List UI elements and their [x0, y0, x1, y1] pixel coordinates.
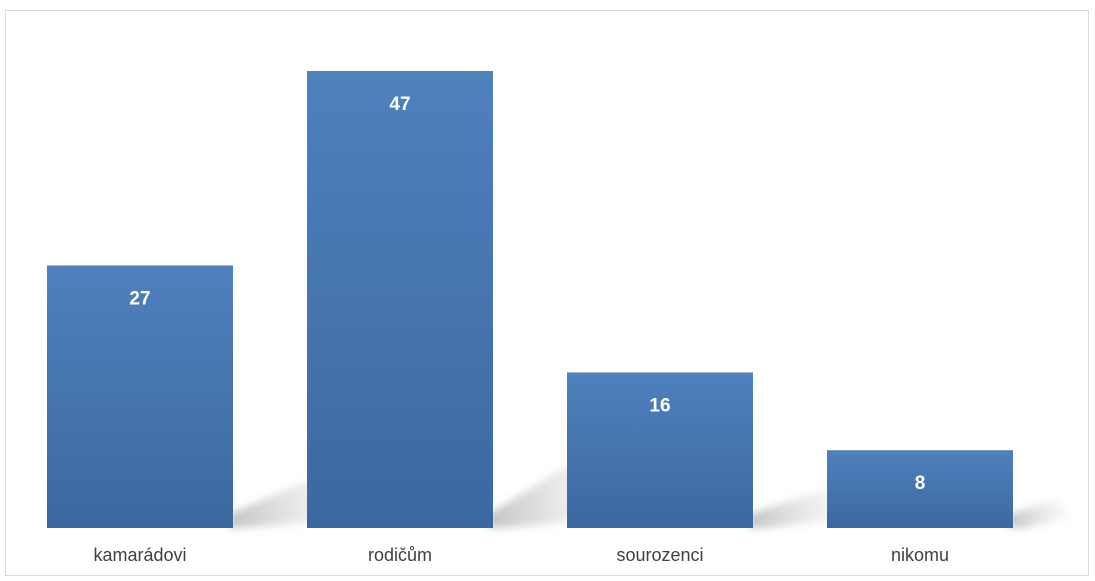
- data-label-kamaradovi: 27: [129, 288, 150, 309]
- bar-sourozenci: [567, 372, 753, 528]
- bar-kamaradovi: [47, 265, 233, 528]
- category-label-nikomu: nikomu: [891, 545, 949, 565]
- data-label-rodicum: 47: [389, 94, 410, 115]
- category-label-sourozenci: sourozenci: [616, 545, 703, 565]
- bar-nikomu: [827, 450, 1013, 528]
- category-label-rodicum: rodičům: [368, 545, 432, 565]
- category-label-kamaradovi: kamarádovi: [93, 545, 186, 565]
- data-label-sourozenci: 16: [649, 395, 670, 416]
- data-labels: 27 47 16 8: [129, 94, 925, 494]
- bar-shadow-nikomu: [1009, 499, 1076, 528]
- bar-rodicum: [307, 71, 493, 528]
- data-label-nikomu: 8: [915, 473, 926, 494]
- bars: [47, 71, 1013, 528]
- category-labels: kamarádovi rodičům sourozenci nikomu: [93, 545, 949, 565]
